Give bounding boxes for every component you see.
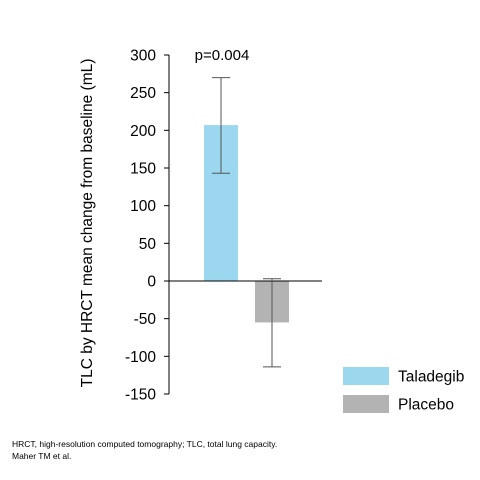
p-value-annotation: p=0.004 [195,47,250,64]
legend: Taladegib Placebo [343,367,464,414]
legend-swatch-placebo [343,395,389,413]
legend-label-taladegib: Taladegib [398,369,464,386]
footnote-abbreviations: HRCT, high-resolution computed tomograph… [12,439,278,449]
bars [204,125,289,323]
y-axis-ticks: 300 250 200 150 100 50 0 -50 -100 -150 [125,48,169,404]
error-bars [212,77,281,368]
y-tick-label: 200 [130,123,156,140]
y-tick-label: -150 [125,387,156,404]
y-tick-label: 0 [147,274,156,291]
legend-label-placebo: Placebo [398,397,454,414]
y-tick-label: -50 [134,311,157,328]
y-tick-label: 250 [130,85,156,102]
y-tick-label: -100 [125,349,156,366]
y-axis-title: TLC by HRCT mean change from baseline (m… [79,59,96,388]
y-tick-label: 50 [139,236,157,253]
y-tick-label: 300 [130,48,156,65]
y-tick-label: 150 [130,161,156,178]
footnote-reference: Maher TM et al. [12,451,72,461]
legend-swatch-taladegib [343,367,389,385]
y-tick-label: 100 [130,198,156,215]
